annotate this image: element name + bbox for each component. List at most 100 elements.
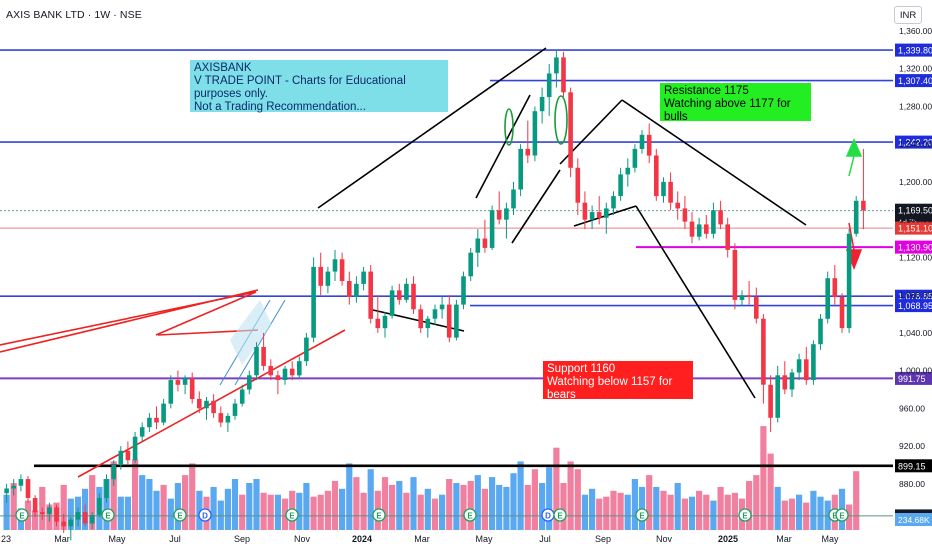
volume-bar bbox=[89, 475, 96, 530]
time-axis-tick: 2025 bbox=[718, 534, 738, 544]
candle-body bbox=[532, 111, 538, 156]
volume-bar bbox=[610, 490, 617, 530]
price-axis-tick: 1,240.00 bbox=[899, 139, 932, 149]
arrow-up-icon bbox=[845, 138, 863, 177]
price-tag-label: 1,130.90 bbox=[898, 243, 932, 253]
volume-bar bbox=[317, 494, 324, 530]
volume-bar bbox=[539, 483, 546, 530]
candle-body bbox=[25, 479, 31, 498]
volume-bar bbox=[224, 488, 231, 530]
volume-bar bbox=[167, 498, 174, 530]
candle-body bbox=[282, 368, 288, 380]
candle-body bbox=[861, 200, 866, 211]
candle-body bbox=[239, 389, 245, 404]
candle-body bbox=[247, 375, 252, 390]
price-tag-label: 1,339.80 bbox=[898, 46, 932, 56]
candle-body bbox=[382, 315, 388, 329]
volume-bar bbox=[489, 477, 496, 530]
volume-bar bbox=[589, 488, 596, 530]
event-marker bbox=[372, 508, 386, 522]
candle-body bbox=[818, 318, 823, 345]
time-axis-tick: Nov bbox=[656, 534, 673, 544]
candle-body bbox=[575, 167, 581, 203]
volume-bar bbox=[396, 481, 403, 530]
candle-body bbox=[768, 384, 773, 418]
price-tag bbox=[895, 299, 932, 313]
candle-body bbox=[104, 479, 109, 498]
price-tag-label: 991.75 bbox=[898, 374, 926, 384]
trendline bbox=[635, 205, 756, 399]
candle-body bbox=[618, 174, 623, 197]
event-marker-label: D bbox=[545, 512, 551, 521]
price-axis-tick: 1,000.00 bbox=[899, 366, 932, 376]
volume-bar bbox=[774, 486, 781, 530]
volume-bar bbox=[703, 494, 710, 530]
volume-bar bbox=[810, 490, 817, 530]
volume-bar bbox=[281, 498, 289, 530]
price-axis-tick: 1,320.00 bbox=[899, 64, 932, 74]
candle-body bbox=[75, 512, 81, 520]
price-axis-tick: 1,280.00 bbox=[899, 102, 932, 112]
price-axis-tick: 920.00 bbox=[899, 441, 925, 451]
candle-body bbox=[789, 372, 795, 390]
candle-body bbox=[97, 498, 102, 515]
time-axis-tick: Nov bbox=[294, 534, 311, 544]
candle-body bbox=[339, 259, 345, 281]
candle-body bbox=[139, 427, 145, 437]
volume-bar bbox=[624, 494, 631, 530]
candle-body bbox=[54, 507, 59, 522]
price-axis-tick: 1,360.00 bbox=[899, 26, 932, 36]
volume-bar bbox=[174, 483, 181, 530]
volume-bar bbox=[310, 496, 317, 530]
time-axis-tick: Sep bbox=[234, 534, 250, 544]
volume-bar bbox=[710, 500, 717, 530]
event-marker-label: E bbox=[19, 512, 25, 521]
candle-body bbox=[18, 479, 24, 486]
volume-bar bbox=[731, 492, 738, 530]
volume-bar bbox=[324, 490, 331, 530]
currency-button[interactable]: INR bbox=[894, 6, 922, 24]
price-tag bbox=[895, 74, 932, 88]
price-tag bbox=[895, 135, 932, 149]
price-axis-tick: 1,120.00 bbox=[899, 252, 932, 262]
candle-body bbox=[675, 202, 680, 209]
price-axis-tick: 1,200.00 bbox=[899, 177, 932, 187]
volume-bar bbox=[417, 494, 424, 530]
resistance-note: Resistance 1175 Watching above 1177 for … bbox=[660, 83, 811, 123]
volume-bar bbox=[546, 467, 553, 530]
volume-bar bbox=[431, 498, 439, 530]
candle-body bbox=[318, 266, 323, 286]
candle-body bbox=[646, 134, 652, 156]
candle-body bbox=[225, 415, 231, 423]
price-tag-label: 1,307.40 bbox=[898, 76, 932, 86]
candle-body bbox=[475, 238, 481, 253]
time-axis[interactable]: 23 Mar May Jul Sep Nov 2024 Mar May Jul Sep Nov 2025… bbox=[1, 534, 839, 544]
volume-bar bbox=[617, 492, 624, 530]
candle-body bbox=[411, 283, 416, 310]
time-axis-tick: Jul bbox=[539, 534, 551, 544]
event-marker bbox=[173, 508, 187, 522]
price-axis-tick: 1,080.00 bbox=[899, 290, 932, 300]
volume-bar bbox=[781, 500, 788, 530]
volume-bar bbox=[531, 469, 538, 530]
candle-body bbox=[496, 210, 502, 220]
candle-body bbox=[175, 380, 181, 385]
candle-body bbox=[839, 297, 845, 329]
volume-bar bbox=[460, 484, 467, 530]
candle-body bbox=[304, 337, 309, 362]
candle-body bbox=[654, 155, 659, 197]
time-axis-tick: May bbox=[475, 534, 493, 544]
event-marker-label: E bbox=[557, 512, 563, 521]
event-marker bbox=[101, 508, 115, 522]
price-axis[interactable]: 1,339.801,307.401,242.201,169.504d 7h1,1… bbox=[895, 26, 932, 550]
volume-bar bbox=[196, 490, 203, 530]
candle-body bbox=[418, 309, 423, 329]
candle-body bbox=[604, 208, 609, 218]
volume-bar bbox=[153, 490, 160, 530]
candle-body bbox=[725, 224, 730, 250]
price-axis-tick: 880.00 bbox=[899, 479, 925, 489]
trendline bbox=[234, 299, 286, 386]
candle-body bbox=[589, 212, 595, 220]
volume-bar bbox=[296, 492, 303, 530]
